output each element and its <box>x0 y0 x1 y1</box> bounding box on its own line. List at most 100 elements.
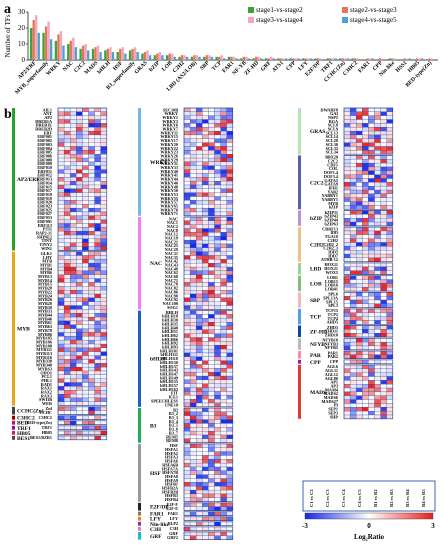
heatmap-cell <box>189 224 197 229</box>
heatmap-cell <box>343 387 351 393</box>
heatmap-cell <box>202 497 209 502</box>
heatmap-cell <box>208 142 215 147</box>
heatmap-cell <box>183 138 191 143</box>
bar <box>193 55 196 60</box>
heatmap-cell <box>356 384 363 389</box>
heatmap-cell <box>374 320 381 325</box>
heatmap-cell <box>196 115 203 120</box>
heatmap-cell <box>208 263 215 268</box>
gene-label: IFH1 <box>328 185 338 190</box>
heatmap-cell <box>220 489 227 495</box>
heatmap-cell <box>100 386 107 391</box>
heatmap-cell <box>368 166 375 171</box>
heatmap-cell <box>189 123 197 128</box>
heatmap-cell <box>183 348 191 354</box>
heatmap-cell <box>349 170 357 175</box>
heatmap-cell <box>368 354 375 359</box>
gene-label: MYB <box>328 201 338 206</box>
heatmap-cell <box>220 387 227 392</box>
heatmap-cell <box>208 232 215 237</box>
heatmap-cell <box>183 474 191 479</box>
block-border <box>57 415 108 420</box>
heatmap-cell <box>183 150 191 155</box>
heatmap-cell <box>374 287 381 292</box>
heatmap-cell <box>94 111 101 116</box>
heatmap-cell <box>63 320 71 325</box>
heatmap-cell <box>70 231 77 236</box>
heatmap-cell <box>183 266 191 272</box>
heatmap-cell <box>183 438 191 443</box>
gene-label: bHLH35 <box>162 321 178 326</box>
heatmap-cell <box>82 393 89 399</box>
bar <box>294 58 298 60</box>
family-strip <box>12 251 15 406</box>
heatmap-cell <box>183 192 191 197</box>
heatmap-cell <box>189 181 197 186</box>
heatmap-cell <box>356 214 363 219</box>
heatmap-cell <box>362 146 369 151</box>
heatmap-cell <box>368 338 375 343</box>
heatmap-cell <box>196 165 203 170</box>
block-border <box>57 420 108 425</box>
heatmap-cell <box>189 521 197 526</box>
heatmap-cell <box>88 270 95 275</box>
bar <box>247 58 251 60</box>
heatmap-cell <box>82 332 89 337</box>
heatmap-cell <box>196 318 203 323</box>
heatmap-cell <box>343 283 351 288</box>
heatmap-cell <box>196 463 203 468</box>
gene-label: ERF006 <box>37 153 52 158</box>
heatmap-cell <box>214 391 221 396</box>
heatmap-cell <box>220 150 227 155</box>
heatmap-cell <box>189 236 197 241</box>
heatmap-cell <box>189 364 197 369</box>
heatmap-cell <box>349 387 357 393</box>
heatmap-cell <box>374 384 381 389</box>
heatmap-cell <box>94 359 101 364</box>
heatmap-cell <box>63 266 71 272</box>
heatmap-cell <box>76 324 83 329</box>
gene-label: B3_5 <box>169 423 178 428</box>
heatmap-cell <box>196 478 203 483</box>
heatmap-cell <box>374 266 381 271</box>
heatmap-cell <box>226 443 233 448</box>
heatmap-cell <box>214 322 221 327</box>
gene-label: WRKY71 <box>160 211 178 216</box>
heatmap-cell <box>100 336 107 341</box>
heatmap-cell <box>343 189 351 195</box>
family-label: BES1 <box>17 436 30 442</box>
heatmap-cell <box>189 516 197 521</box>
heatmap-cell <box>70 290 77 295</box>
gene-label: SOG1 <box>167 305 178 310</box>
bar <box>371 58 374 60</box>
heatmap-cell <box>202 216 209 221</box>
bar <box>148 55 152 60</box>
heatmap-cell <box>356 338 363 343</box>
heatmap-cell <box>82 355 89 360</box>
heatmap-cell <box>374 368 381 373</box>
heatmap-cell <box>76 200 83 205</box>
heatmap-cell <box>362 134 369 139</box>
heatmap-cell <box>82 367 89 372</box>
heatmap-cell <box>189 251 197 256</box>
heatmap-cell <box>208 423 215 428</box>
heatmap-cell <box>343 345 351 350</box>
heatmap-cell <box>196 236 203 241</box>
heatmap-cell <box>214 431 221 436</box>
heatmap-cell <box>189 356 197 361</box>
heatmap-cell <box>374 155 381 160</box>
heatmap-cell <box>374 296 381 301</box>
bar <box>366 58 369 60</box>
heatmap-cell <box>362 270 369 275</box>
heatmap-cell <box>214 196 221 201</box>
heatmap-cell <box>368 226 375 232</box>
heatmap-cell <box>368 411 375 416</box>
heatmap-cell <box>94 363 101 368</box>
heatmap-cell <box>196 220 203 225</box>
heatmap-cell <box>362 174 369 179</box>
heatmap-cell <box>82 270 89 275</box>
heatmap-cell <box>349 150 357 155</box>
heatmap-cell <box>356 193 363 198</box>
heatmap-cell <box>189 399 197 404</box>
heatmap-cell <box>63 169 71 174</box>
